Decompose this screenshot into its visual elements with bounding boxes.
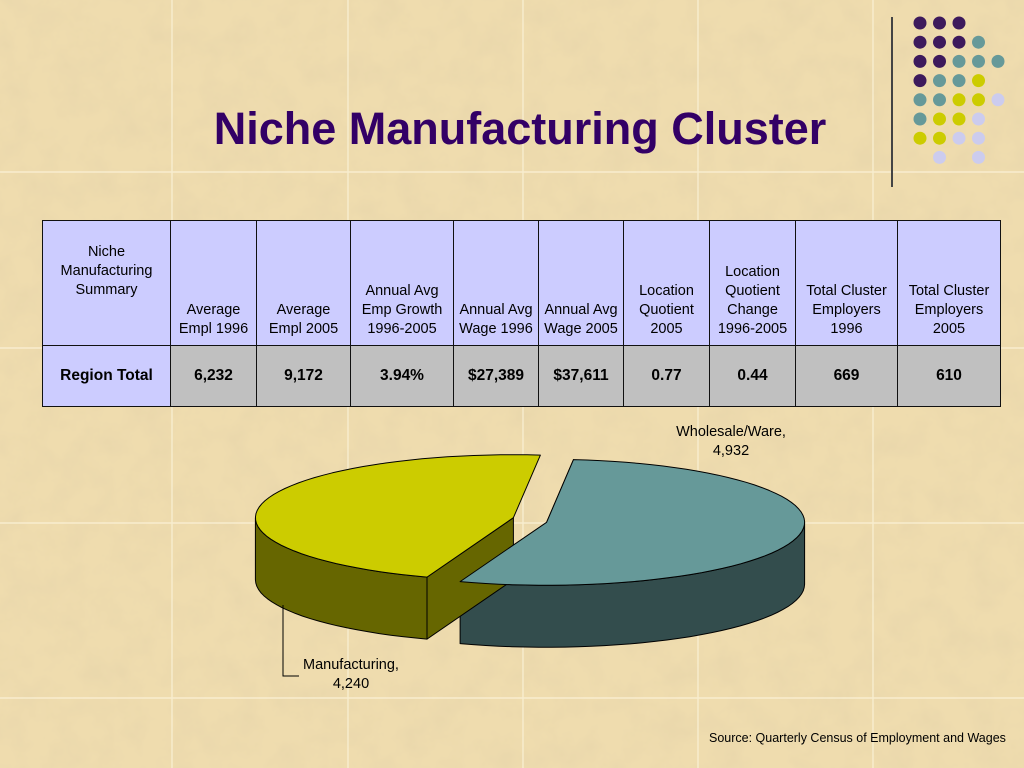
header-cell: Location Quotient Change 1996-2005: [709, 220, 796, 346]
wholesale-slice-value: 4,932: [712, 443, 750, 459]
manufacturing-slice-label: Manufacturing, 4,240: [286, 656, 416, 694]
table-row: Region Total 6,232 9,172 3.94% $27,389 $…: [42, 345, 1001, 407]
value-cell: 610: [897, 345, 1001, 407]
manufacturing-slice-value: 4,240: [332, 676, 370, 692]
decorative-dot: [913, 131, 927, 145]
decorative-dot: [952, 35, 966, 49]
decorative-dot: [933, 54, 946, 68]
slide-title: Niche Manufacturing Cluster: [213, 103, 827, 154]
decorative-dot: [991, 93, 1005, 107]
value-cell: 669: [795, 345, 898, 407]
decorative-dot: [952, 16, 966, 30]
decorative-dot: [933, 93, 946, 107]
decorative-dot: [972, 35, 985, 49]
value-cell: 3.94%: [350, 345, 454, 407]
value-cell: $37,611: [538, 345, 624, 407]
header-cell: Total Cluster Employers 1996: [795, 220, 898, 346]
manufacturing-leader-line: [282, 605, 299, 677]
decorative-dot: [933, 16, 946, 30]
decorative-dot: [972, 74, 985, 88]
decorative-dot: [933, 74, 946, 88]
decorative-dot: [913, 16, 927, 30]
divider-line: [891, 17, 893, 187]
value-cell: 9,172: [256, 345, 351, 407]
decorative-dot: [913, 35, 927, 49]
decorative-dot: [952, 131, 966, 145]
decorative-dot: [933, 150, 946, 164]
header-cell: Average Empl 2005: [256, 220, 351, 346]
summary-table: Niche Manufacturing Summary Average Empl…: [42, 220, 1001, 407]
wholesale-slice-top: [459, 459, 806, 586]
decorative-dot-grid: [913, 16, 1005, 164]
decorative-dot: [972, 112, 985, 126]
decorative-dot: [991, 54, 1005, 68]
wholesale-slice-name: Wholesale/Ware,: [676, 424, 786, 440]
decorative-dot: [933, 131, 946, 145]
decorative-dot: [913, 54, 927, 68]
decorative-dot: [933, 35, 946, 49]
value-cell: 0.44: [709, 345, 796, 407]
source-note: Source: Quarterly Census of Employment a…: [709, 731, 1006, 745]
decorative-dot: [952, 74, 966, 88]
decorative-dot: [972, 131, 985, 145]
wholesale-slice-label: Wholesale/Ware, 4,932: [660, 423, 802, 461]
header-cell: Annual Avg Emp Growth 1996-2005: [350, 220, 454, 346]
value-cell: $27,389: [453, 345, 539, 407]
row-label-cell: Region Total: [42, 345, 171, 407]
decorative-dot: [913, 112, 927, 126]
header-cell: Niche Manufacturing Summary: [42, 220, 171, 346]
manufacturing-slice-top: [255, 454, 541, 578]
decorative-dot: [952, 93, 966, 107]
decorative-dot: [952, 54, 966, 68]
decorative-dot: [972, 54, 985, 68]
header-cell: Total Cluster Employers 2005: [897, 220, 1001, 346]
decorative-dot: [913, 93, 927, 107]
manufacturing-slice-name: Manufacturing,: [303, 657, 399, 673]
decorative-dot: [972, 150, 985, 164]
value-cell: 6,232: [170, 345, 257, 407]
header-cell: Annual Avg Wage 2005: [538, 220, 624, 346]
decorative-dot: [913, 74, 927, 88]
table-header-row: Niche Manufacturing Summary Average Empl…: [42, 220, 1001, 346]
decorative-dot: [933, 112, 946, 126]
header-cell: Average Empl 1996: [170, 220, 257, 346]
decorative-dot: [972, 93, 985, 107]
decorative-dot: [952, 112, 966, 126]
